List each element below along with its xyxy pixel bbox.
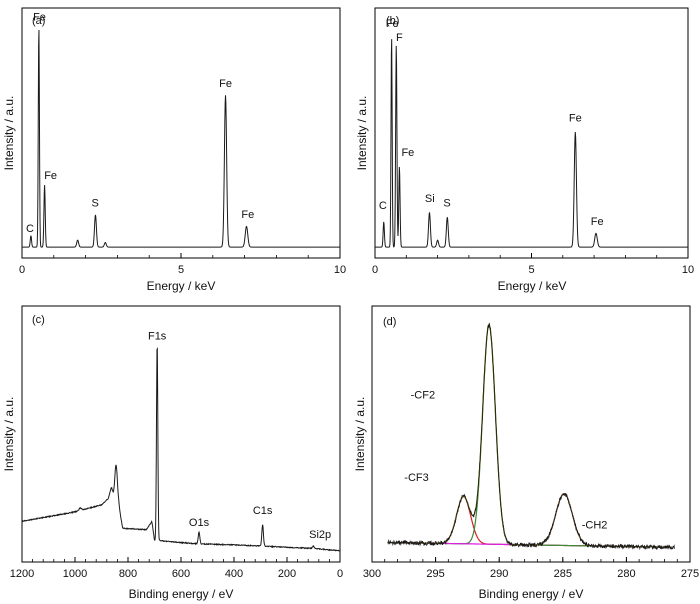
spectrum-line-b [375, 39, 688, 248]
x-tick-label: 1200 [10, 568, 34, 580]
panel-c: (c) Binding energy / eV Intensity / a.u.… [2, 305, 343, 601]
x-tick-label: 275 [681, 568, 699, 580]
peak-annotations-c: F1s O1s C1s Si2p [148, 331, 331, 541]
spectrum-line-a [22, 30, 340, 248]
peak-label: S [443, 198, 450, 210]
x-ticks-d: 300 295 290 285 280 275 [363, 557, 699, 580]
y-axis-label-c: Intensity / a.u. [2, 397, 16, 472]
peak-label: Fe [44, 170, 57, 182]
x-axis-label-b: Energy / keV [498, 279, 567, 293]
plot-frame-d [371, 305, 691, 563]
plot-frame-a [21, 7, 341, 259]
x-tick-label: 295 [426, 568, 444, 580]
x-tick-label: 400 [225, 568, 243, 580]
x-tick-label: 600 [172, 568, 190, 580]
peak-label: Fe [33, 11, 46, 23]
peak-label: F [396, 32, 403, 44]
y-axis-label-a: Intensity / a.u. [2, 96, 16, 171]
x-tick-label: 5 [528, 264, 534, 276]
peak-label: -CF3 [404, 472, 428, 484]
x-tick-label: 290 [490, 568, 508, 580]
peak-label: -CH2 [582, 519, 608, 531]
panel-d: (d) Binding energy / eV Intensity / a.u.… [353, 305, 699, 601]
panel-label-a: (a) [32, 15, 45, 27]
peak-label: Fe [219, 78, 232, 90]
x-tick-label: 285 [554, 568, 572, 580]
peak-label: C [26, 223, 34, 235]
x-tick-label: 0 [337, 568, 343, 580]
spectrum-line-c [21, 347, 341, 552]
x-tick-label: 10 [682, 264, 694, 276]
x-ticks-a: 0 5 10 [19, 253, 346, 276]
x-ticks-c: 1200 1000 800 600 400 200 0 [10, 557, 343, 580]
x-tick-label: 200 [278, 568, 296, 580]
fit-envelope [391, 323, 671, 548]
x-tick-label: 800 [119, 568, 137, 580]
peak-label: C [379, 200, 387, 212]
peak-label: Si2p [309, 529, 331, 541]
panel-a: (a) Energy / keV Intensity / a.u. 0 5 10 F… [2, 7, 346, 293]
peak-label: Fe [401, 147, 414, 159]
x-tick-label: 10 [334, 264, 346, 276]
peak-label: C1s [253, 505, 273, 517]
peak-label: -CF2 [411, 390, 435, 402]
panel-label-d: (d) [383, 316, 396, 328]
peak-label: Fe [591, 216, 604, 228]
x-tick-label: 5 [178, 264, 184, 276]
peak-label: O1s [189, 517, 210, 529]
x-ticks-b: 0 5 10 [372, 253, 694, 276]
peak-label: Fe [386, 18, 399, 30]
fit-component [391, 323, 671, 548]
peak-annotations-b: Fe F Fe C Si S Fe Fe [379, 18, 604, 228]
peak-annotations-d: -CF2 -CF3 -CH2 [404, 390, 607, 532]
peak-label: Fe [241, 209, 254, 221]
spectrum-line-d [387, 322, 675, 551]
fit-components-d [391, 323, 671, 548]
x-tick-label: 300 [363, 568, 381, 580]
x-tick-label: 0 [19, 264, 25, 276]
y-axis-label-b: Intensity / a.u. [355, 96, 369, 171]
x-tick-label: 0 [372, 264, 378, 276]
x-tick-label: 280 [617, 568, 635, 580]
x-tick-label: 1000 [63, 568, 87, 580]
peak-label: S [91, 198, 98, 210]
peak-annotations-a: Fe Fe S C Fe Fe [26, 11, 254, 235]
plot-frame-b [374, 7, 689, 259]
y-axis-label-d: Intensity / a.u. [353, 397, 367, 472]
x-axis-label-a: Energy / keV [147, 279, 216, 293]
peak-label: Fe [569, 113, 582, 125]
peak-label: F1s [148, 331, 167, 343]
panel-b: (b) Energy / keV Intensity / a.u. 0 5 10 F… [355, 7, 694, 293]
panel-label-b: (b) [386, 15, 399, 27]
fit-component [391, 495, 671, 548]
panel-label-c: (c) [32, 314, 45, 326]
plot-frame-c [21, 305, 341, 563]
x-axis-label-c: Binding energy / eV [129, 587, 234, 601]
peak-label: Si [425, 193, 435, 205]
x-axis-label-d: Binding energy / eV [479, 587, 584, 601]
fit-component [391, 492, 671, 548]
